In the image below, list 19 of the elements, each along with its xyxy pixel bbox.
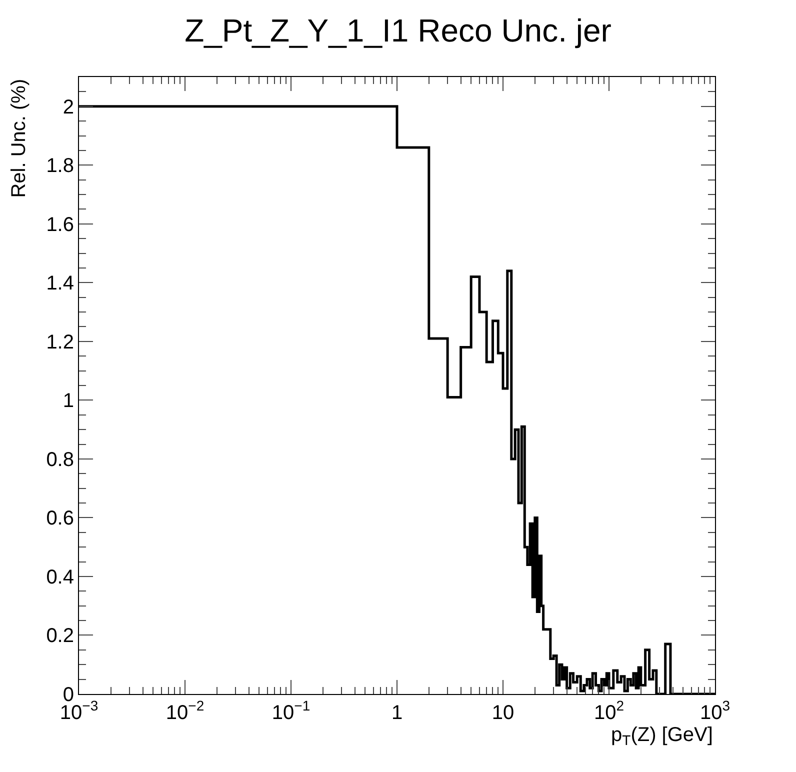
- x-tick-label: 10$^{3}$: [700, 698, 730, 724]
- y-tick-label: 0.6: [46, 508, 74, 530]
- y-tick-label: 1.8: [46, 155, 74, 178]
- chart-title: Z_Pt_Z_Y_1_I1 Reco Unc. jer: [184, 12, 612, 49]
- x-axis-title: p$_{T}$(Z) [GeV]: [611, 724, 713, 748]
- y-tick-label: 0.2: [46, 625, 74, 648]
- y-tick-label: 0.8: [46, 448, 74, 471]
- y-tick-label: 2: [62, 96, 74, 118]
- y-axis-title: Rel. Unc. (%): [8, 78, 30, 198]
- x-tick-label: 10: [492, 702, 514, 724]
- y-tick-label: 1.2: [46, 331, 74, 354]
- x-tick-label: 10$^{2}$: [594, 698, 624, 724]
- y-tick-label: 1.6: [46, 214, 74, 236]
- y-tick-label: 1: [62, 390, 74, 412]
- y-tick-label: 0.4: [46, 566, 74, 588]
- x-tick-label: 10$^{−1}$: [272, 698, 310, 724]
- x-tick-label: 1: [391, 702, 403, 724]
- y-tick-label: 1.4: [46, 272, 74, 295]
- x-tick-label: 10$^{−2}$: [166, 698, 204, 724]
